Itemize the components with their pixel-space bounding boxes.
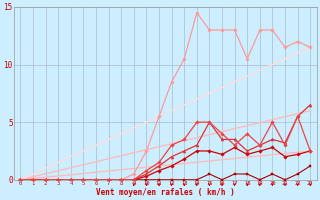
X-axis label: Vent moyen/en rafales ( km/h ): Vent moyen/en rafales ( km/h ) <box>96 188 235 197</box>
